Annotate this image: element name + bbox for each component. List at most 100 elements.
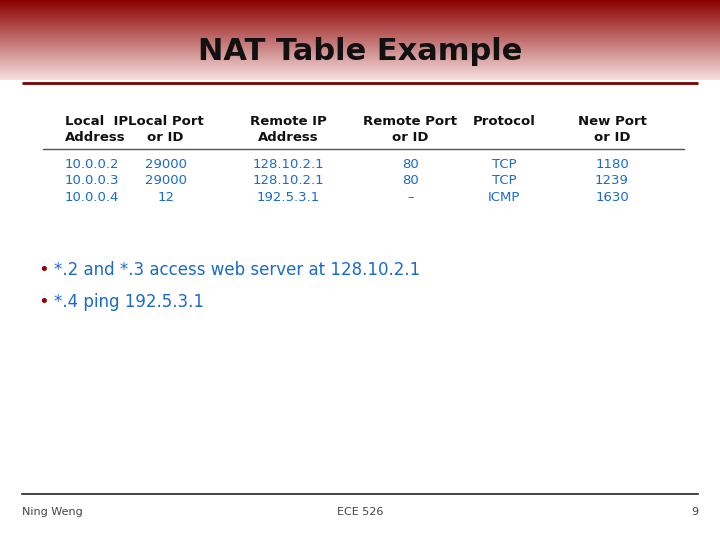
Text: NAT Table Example: NAT Table Example — [198, 37, 522, 66]
Bar — [0, 20, 720, 21]
Text: New Port: New Port — [577, 115, 647, 128]
Bar — [0, 12, 720, 13]
Bar — [0, 66, 720, 67]
Bar — [0, 46, 720, 47]
Bar — [0, 10, 720, 11]
Text: 192.5.3.1: 192.5.3.1 — [256, 191, 320, 204]
Bar — [0, 35, 720, 36]
Bar — [0, 30, 720, 31]
Bar — [0, 38, 720, 39]
Bar — [0, 36, 720, 37]
Bar — [0, 73, 720, 75]
Text: ECE 526: ECE 526 — [337, 507, 383, 517]
Bar — [0, 52, 720, 53]
Bar — [0, 28, 720, 29]
Text: or ID: or ID — [392, 131, 428, 144]
Bar — [0, 27, 720, 28]
Text: *.4 ping 192.5.3.1: *.4 ping 192.5.3.1 — [54, 293, 204, 312]
Text: 10.0.0.4: 10.0.0.4 — [65, 191, 120, 204]
Text: Address: Address — [258, 131, 318, 144]
Bar — [0, 59, 720, 60]
Bar — [0, 17, 720, 18]
Bar — [0, 72, 720, 73]
Text: 10.0.0.2: 10.0.0.2 — [65, 158, 120, 171]
Bar — [0, 62, 720, 63]
Text: Remote Port: Remote Port — [364, 115, 457, 128]
Bar — [0, 25, 720, 26]
Text: *.2 and *.3 access web server at 128.10.2.1: *.2 and *.3 access web server at 128.10.… — [54, 261, 420, 279]
Text: TCP: TCP — [492, 174, 516, 187]
Bar — [0, 47, 720, 48]
Text: 128.10.2.1: 128.10.2.1 — [252, 158, 324, 171]
Bar — [0, 14, 720, 15]
Bar — [0, 71, 720, 72]
Text: 80: 80 — [402, 158, 419, 171]
Text: 10.0.0.3: 10.0.0.3 — [65, 174, 120, 187]
Bar — [0, 5, 720, 6]
Bar — [0, 49, 720, 50]
Bar — [0, 21, 720, 22]
Bar — [0, 57, 720, 58]
Text: 12: 12 — [157, 191, 174, 204]
Text: 29000: 29000 — [145, 174, 186, 187]
Bar — [0, 68, 720, 69]
Bar — [0, 50, 720, 51]
Bar — [0, 22, 720, 23]
Bar — [0, 13, 720, 14]
Text: 9: 9 — [691, 507, 698, 517]
Text: 29000: 29000 — [145, 158, 186, 171]
Bar — [0, 55, 720, 56]
Bar — [0, 56, 720, 57]
Bar — [0, 0, 720, 1]
Bar — [0, 60, 720, 62]
Bar — [0, 37, 720, 38]
Text: •: • — [38, 261, 48, 279]
Bar — [0, 70, 720, 71]
Text: or ID: or ID — [594, 131, 630, 144]
Text: 1630: 1630 — [595, 191, 629, 204]
Text: 1239: 1239 — [595, 174, 629, 187]
Text: Protocol: Protocol — [472, 115, 536, 128]
Bar — [0, 24, 720, 25]
Bar — [0, 16, 720, 17]
Text: or ID: or ID — [148, 131, 184, 144]
Bar — [0, 78, 720, 79]
Bar — [0, 4, 720, 5]
Bar — [0, 2, 720, 3]
Bar — [0, 67, 720, 68]
Bar — [0, 79, 720, 80]
Bar — [0, 23, 720, 24]
Bar — [0, 6, 720, 7]
Bar — [0, 42, 720, 43]
Bar — [0, 69, 720, 70]
Bar — [0, 51, 720, 52]
Bar — [0, 7, 720, 8]
Bar — [0, 76, 720, 77]
Bar — [0, 11, 720, 12]
Bar — [0, 75, 720, 76]
Bar — [0, 3, 720, 4]
Text: Local  IP: Local IP — [65, 115, 128, 128]
Text: Address: Address — [65, 131, 125, 144]
Bar — [0, 43, 720, 44]
Bar — [0, 64, 720, 65]
Text: 1180: 1180 — [595, 158, 629, 171]
Text: Ning Weng: Ning Weng — [22, 507, 82, 517]
Bar — [0, 9, 720, 10]
Bar — [0, 40, 720, 42]
Bar — [0, 33, 720, 35]
Text: Remote IP: Remote IP — [250, 115, 326, 128]
Bar — [0, 44, 720, 45]
Bar — [0, 1, 720, 2]
Bar — [0, 15, 720, 16]
Bar — [0, 53, 720, 55]
Bar — [0, 32, 720, 33]
Text: Local Port: Local Port — [127, 115, 204, 128]
Bar — [0, 19, 720, 20]
Bar — [0, 63, 720, 64]
Text: 128.10.2.1: 128.10.2.1 — [252, 174, 324, 187]
Text: •: • — [38, 293, 48, 312]
Bar — [0, 31, 720, 32]
Bar — [0, 8, 720, 9]
Bar — [0, 45, 720, 46]
